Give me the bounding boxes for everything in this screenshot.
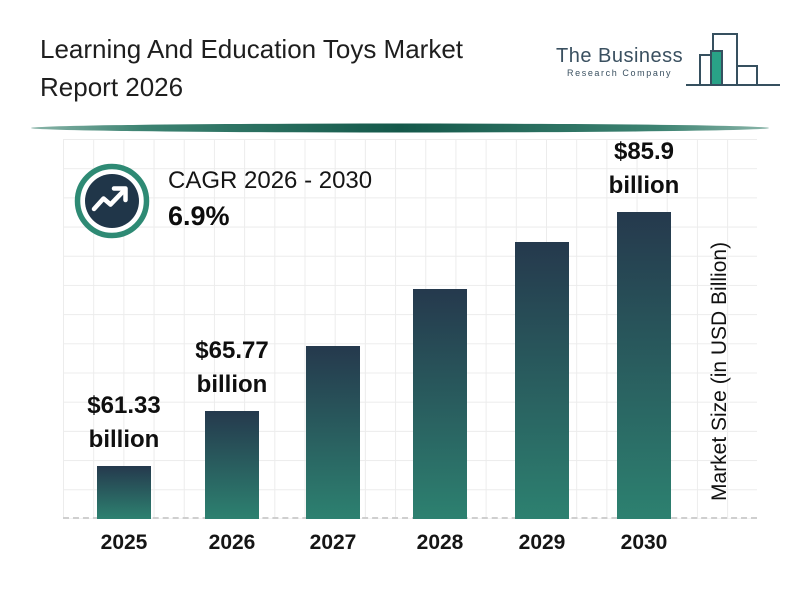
bar-column-2027	[278, 337, 388, 519]
bar-column-2028	[385, 280, 495, 519]
trend-up-icon	[74, 163, 150, 239]
company-logo-text: The Business Research Company	[556, 46, 683, 90]
bar-value-label-2030: $85.9 billion	[608, 138, 680, 199]
x-axis-label-2026: 2026	[208, 531, 256, 554]
bar-2026	[205, 411, 259, 519]
cagr-text: CAGR 2026 - 2030 6.9%	[168, 163, 372, 233]
x-axis-label-2030: 2030	[620, 531, 668, 554]
company-logo: The Business Research Company	[556, 28, 781, 90]
page-title-line2: Report 2026	[40, 72, 184, 102]
bar-column-2025: $61.33 billion	[69, 389, 179, 519]
bar-2027	[306, 346, 360, 519]
bar-2029	[515, 242, 569, 519]
chart-baseline	[63, 517, 757, 519]
cagr-value: 6.9%	[168, 201, 230, 231]
x-axis-label-2025: 2025	[100, 531, 148, 554]
bar-column-2030: $85.9 billion	[589, 135, 699, 519]
bar-chart-logo-icon	[686, 33, 781, 86]
cagr-label: CAGR 2026 - 2030	[168, 167, 373, 194]
y-axis-label: Market Size (in USD Billion)	[708, 241, 731, 501]
bar-value-label-2026: $65.77 billion	[195, 337, 269, 398]
bar-2028	[413, 289, 467, 519]
cagr-badge-group: CAGR 2026 - 2030 6.9%	[74, 163, 372, 239]
bar-value-label-2025: $61.33 billion	[87, 392, 161, 453]
bar-2025	[97, 466, 151, 519]
page-title-line1: Learning And Education Toys Market	[40, 34, 464, 64]
divider-line	[31, 123, 769, 133]
x-axis-label-2027: 2027	[309, 531, 357, 554]
page-title: Learning And Education Toys Market Repor…	[40, 30, 540, 106]
logo-company-name: The Business	[556, 45, 684, 67]
logo-company-subname: Research Company	[567, 68, 673, 78]
bar-2030	[617, 212, 671, 519]
bar-column-2026: $65.77 billion	[177, 334, 287, 519]
x-axis-label-2029: 2029	[518, 531, 566, 554]
x-axis-label-2028: 2028	[416, 531, 464, 554]
bar-column-2029	[487, 233, 597, 519]
